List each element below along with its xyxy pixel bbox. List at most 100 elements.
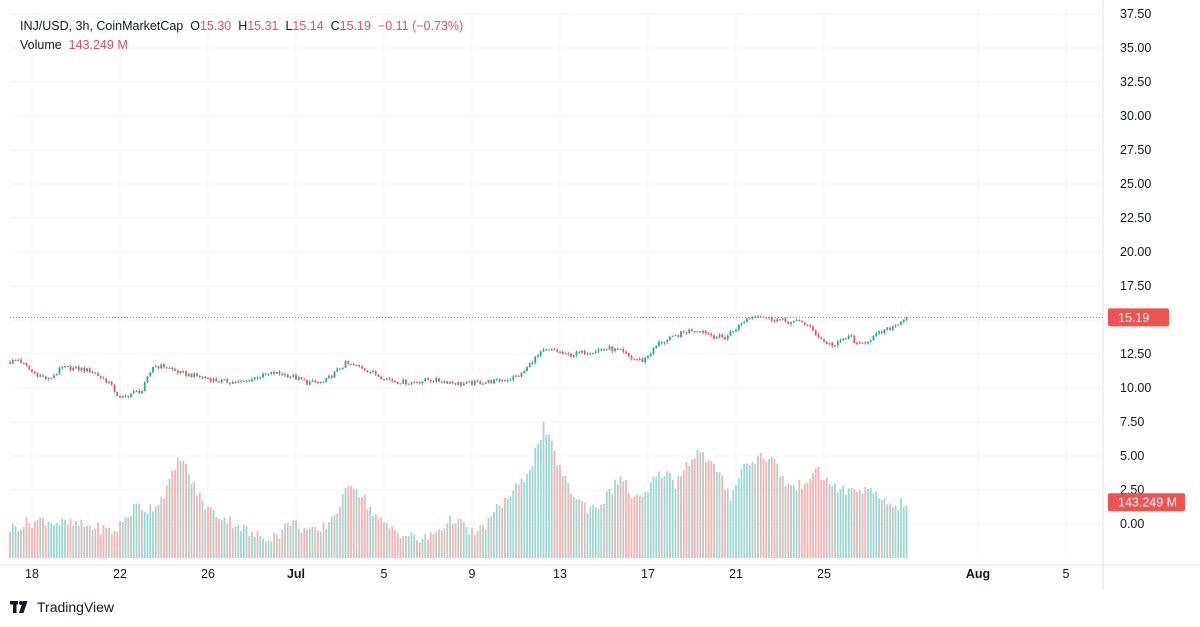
volume-bar <box>699 452 702 558</box>
volume-bar <box>64 519 66 558</box>
candle-body <box>556 349 559 352</box>
volume-label[interactable]: Volume <box>20 38 62 52</box>
volume-bar <box>319 531 322 558</box>
candle-body <box>553 348 556 350</box>
candle-body <box>875 333 878 336</box>
volume-bar <box>385 523 388 558</box>
volume-bar <box>608 488 611 558</box>
candle-body <box>55 373 58 376</box>
candle-body <box>146 376 149 383</box>
open-label: O <box>190 19 200 33</box>
volume-bar <box>160 496 163 558</box>
volume-bar <box>105 528 108 558</box>
volume-bar <box>198 492 201 558</box>
time-tick-label: Aug <box>966 567 990 581</box>
volume-bar <box>592 504 594 558</box>
candle-body <box>814 330 817 335</box>
volume-bar <box>234 526 237 558</box>
candle-body <box>839 340 842 342</box>
volume-bar <box>743 463 746 558</box>
volume-bar <box>878 498 880 558</box>
volume-bar <box>99 534 102 558</box>
candle-body <box>600 349 603 351</box>
time-tick-label: 21 <box>729 567 743 581</box>
volume-bar <box>765 461 768 558</box>
volume-bar <box>495 504 498 558</box>
candle-body <box>204 376 207 379</box>
price-axis[interactable]: 37.50 35.00 32.50 30.00 27.50 25.00 22.50 20.00… <box>1108 7 1185 531</box>
candle-body <box>627 353 630 356</box>
symbol-label[interactable]: INJ/USD, 3h, CoinMarketCap <box>20 19 184 33</box>
candle-body <box>707 333 710 335</box>
volume-bar <box>773 459 776 558</box>
volume-bar <box>724 489 726 558</box>
volume-bar <box>421 539 424 558</box>
volume-bar <box>245 526 248 558</box>
tradingview-logo[interactable]: TradingView <box>10 599 114 615</box>
candle-body <box>652 347 655 354</box>
volume-bar <box>751 462 754 558</box>
candle-body <box>154 366 157 368</box>
tradingview-logo-text: TradingView <box>37 599 115 615</box>
candle-body <box>704 330 707 334</box>
volume-bar <box>462 521 465 558</box>
candle-body <box>902 319 905 322</box>
candle-body <box>724 336 726 340</box>
volume-bar <box>446 523 449 558</box>
volume-bar <box>380 517 383 558</box>
candle-body <box>25 362 28 366</box>
candle-body <box>380 376 383 379</box>
volume-bar <box>614 479 616 558</box>
candle-body <box>369 372 372 374</box>
volume-bar <box>168 479 171 558</box>
candle-body <box>509 379 512 381</box>
volume-bar <box>14 526 17 558</box>
candle-body <box>201 376 204 378</box>
candle-body <box>735 329 737 331</box>
volume-bar <box>476 531 479 558</box>
candle-body <box>418 382 421 384</box>
candle-body <box>275 371 278 374</box>
volume-bar <box>798 479 801 558</box>
volume-bar <box>710 461 713 558</box>
candle-body <box>776 319 779 322</box>
volume-bar <box>284 523 286 558</box>
volume-bar <box>50 523 53 558</box>
price-tick-label: 7.50 <box>1120 415 1144 429</box>
volume-bar <box>858 490 861 558</box>
volume-bar <box>548 434 550 558</box>
volume-bar <box>757 455 759 558</box>
candle-body <box>64 366 66 368</box>
candle-body <box>498 378 501 382</box>
candle-body <box>229 382 231 384</box>
volume-bar <box>622 481 625 558</box>
candle-body <box>135 390 138 392</box>
candle-body <box>680 331 682 337</box>
volume-bar <box>828 484 831 558</box>
candle-body <box>856 343 858 345</box>
volume-bar <box>605 491 608 558</box>
time-tick-label: 13 <box>553 567 567 581</box>
volume-bar <box>405 536 407 558</box>
volume-bar <box>124 516 127 558</box>
candle-body <box>622 348 625 352</box>
price-tick-label: 35.00 <box>1120 41 1151 55</box>
time-tick-label: 22 <box>113 567 127 581</box>
volume-bar <box>567 483 570 558</box>
volume-bar <box>853 489 856 558</box>
volume-bar <box>655 476 658 558</box>
volume-bar <box>394 530 396 558</box>
volume-bar <box>39 517 42 558</box>
candle-body <box>325 377 328 382</box>
candle-body <box>454 383 457 385</box>
candle-body <box>207 378 209 380</box>
time-axis[interactable]: 18 22 26 Jul 5 9 13 17 21 25 Aug 5 <box>25 567 1069 581</box>
candle-body <box>259 377 262 379</box>
candle-body <box>242 381 245 383</box>
volume-bar <box>746 463 748 558</box>
volume-bar <box>440 530 443 558</box>
candle-body <box>638 358 641 360</box>
candle-body <box>611 346 614 352</box>
